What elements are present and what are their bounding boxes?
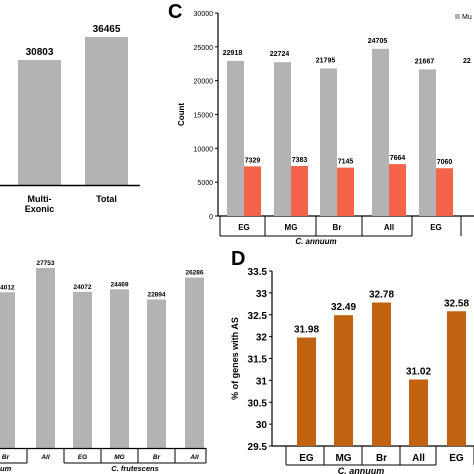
x-tick-label: EG <box>299 453 314 464</box>
y-tick-label: 0 <box>209 214 213 221</box>
data-label: 30803 <box>26 47 54 58</box>
tick-label: Exonic <box>25 204 55 214</box>
y-tick-label: 33.5 <box>248 267 268 278</box>
bar <box>185 277 204 448</box>
data-label: 22724 <box>270 51 290 58</box>
group-label: C. annuum <box>338 466 385 474</box>
bar-grey <box>320 68 337 216</box>
x-tick-label: Br <box>2 454 10 461</box>
y-tick-label: 10000 <box>194 146 214 153</box>
y-tick-label: 20000 <box>194 79 214 86</box>
y-tick-label: 15000 <box>194 113 214 120</box>
x-tick-label: Br <box>376 453 387 464</box>
data-label: 24705 <box>368 38 388 45</box>
bar <box>85 37 128 185</box>
tick-label: Multi- <box>28 194 52 204</box>
y-tick-label: 30000 <box>194 11 214 18</box>
y-tick-label: 30 <box>256 420 268 431</box>
x-tick-label: All <box>40 454 50 461</box>
y-tick-label: 25000 <box>194 45 214 52</box>
y-tick-label: 31 <box>256 376 268 387</box>
panel-lower-left-chart: 24012 Br 27753 All 24072 EG 24469 MG 22894 Br 2628… <box>0 260 207 473</box>
data-label: 21667 <box>415 58 435 65</box>
data-label: 36465 <box>93 24 121 35</box>
data-label: 7664 <box>390 155 406 162</box>
data-label: 7145 <box>338 159 354 166</box>
data-label: 31.02 <box>406 367 431 378</box>
data-label: 22894 <box>147 292 165 299</box>
data-label: 21795 <box>316 58 336 65</box>
panel-b-total-genes-chart: 30803 Multi-Exonic 36465 Total <box>0 24 140 214</box>
y-axis-label: Count <box>177 103 186 126</box>
x-tick-label: All <box>384 223 394 232</box>
panel-d-as-percent-chart: 29.5 30 30.5 31 31.5 32 32.5 33 33.5 % of genes w… <box>230 267 474 474</box>
y-tick-label: 33 <box>256 289 268 300</box>
bar <box>73 291 92 448</box>
bar <box>110 289 129 448</box>
bar <box>147 299 166 448</box>
bar-red <box>244 166 261 216</box>
x-tick-label: All <box>412 453 425 464</box>
data-label: 24072 <box>73 284 91 291</box>
data-label: 22918 <box>223 50 243 57</box>
x-tick-label: MG <box>114 454 124 461</box>
bar-grey <box>274 62 291 216</box>
bar-grey <box>419 69 436 217</box>
x-tick-label: EG <box>78 454 87 461</box>
y-tick-label: 32 <box>256 333 268 344</box>
data-label: 32.58 <box>444 298 469 309</box>
x-tick-label: Br <box>333 223 342 232</box>
y-tick-label: 31.5 <box>248 355 268 366</box>
data-label: 32.78 <box>369 290 394 301</box>
legend-label: Mu <box>462 14 472 21</box>
panel-label-c: C <box>168 1 182 23</box>
bar-grey <box>372 48 389 216</box>
x-tick-label: EG <box>449 453 464 464</box>
bar <box>447 311 466 446</box>
tick-label: Total <box>96 194 117 204</box>
bar <box>0 292 15 448</box>
y-tick-label: 30.5 <box>248 398 268 409</box>
bar-red <box>337 167 354 216</box>
bar-red <box>291 166 308 216</box>
data-label: 7383 <box>292 157 308 164</box>
data-label: 27753 <box>36 260 54 267</box>
y-tick-label: 5000 <box>197 180 213 187</box>
bar-grey <box>227 60 244 216</box>
group-label: C. frutescens <box>111 464 159 473</box>
y-axis-label: % of genes with AS <box>230 317 240 400</box>
bar <box>18 59 61 185</box>
legend-swatch <box>455 14 460 19</box>
x-tick-label: MG <box>335 453 351 464</box>
data-label: 24012 <box>0 284 15 291</box>
bar <box>334 315 353 446</box>
bar-red <box>389 164 406 216</box>
y-tick-label: 32.5 <box>248 311 268 322</box>
group-label: um <box>0 464 12 473</box>
panel-c-count-chart: 0 5000 10000 15000 20000 25000 30000 Count 22918… <box>177 11 474 246</box>
data-label: 24469 <box>110 281 128 288</box>
data-label-clipped: 22 <box>463 58 471 65</box>
panel-label-d: D <box>231 248 245 270</box>
bar <box>372 302 391 446</box>
y-tick-label: 29.5 <box>248 442 268 453</box>
data-label: 26286 <box>185 270 203 277</box>
x-tick-label: MG <box>285 223 298 232</box>
bar <box>36 268 55 448</box>
x-tick-label: All <box>189 454 199 461</box>
x-tick-label: EG <box>430 223 442 232</box>
data-label: 7060 <box>437 159 453 166</box>
x-tick-label: EG <box>238 223 250 232</box>
group-label: C. annuum <box>295 237 336 246</box>
data-label: 32.49 <box>331 302 356 313</box>
data-label: 31.98 <box>294 325 319 336</box>
bar <box>297 337 316 446</box>
data-label: 7329 <box>245 157 261 164</box>
x-tick-label: Br <box>153 454 161 461</box>
bar <box>409 379 428 446</box>
bar-red <box>436 168 453 216</box>
